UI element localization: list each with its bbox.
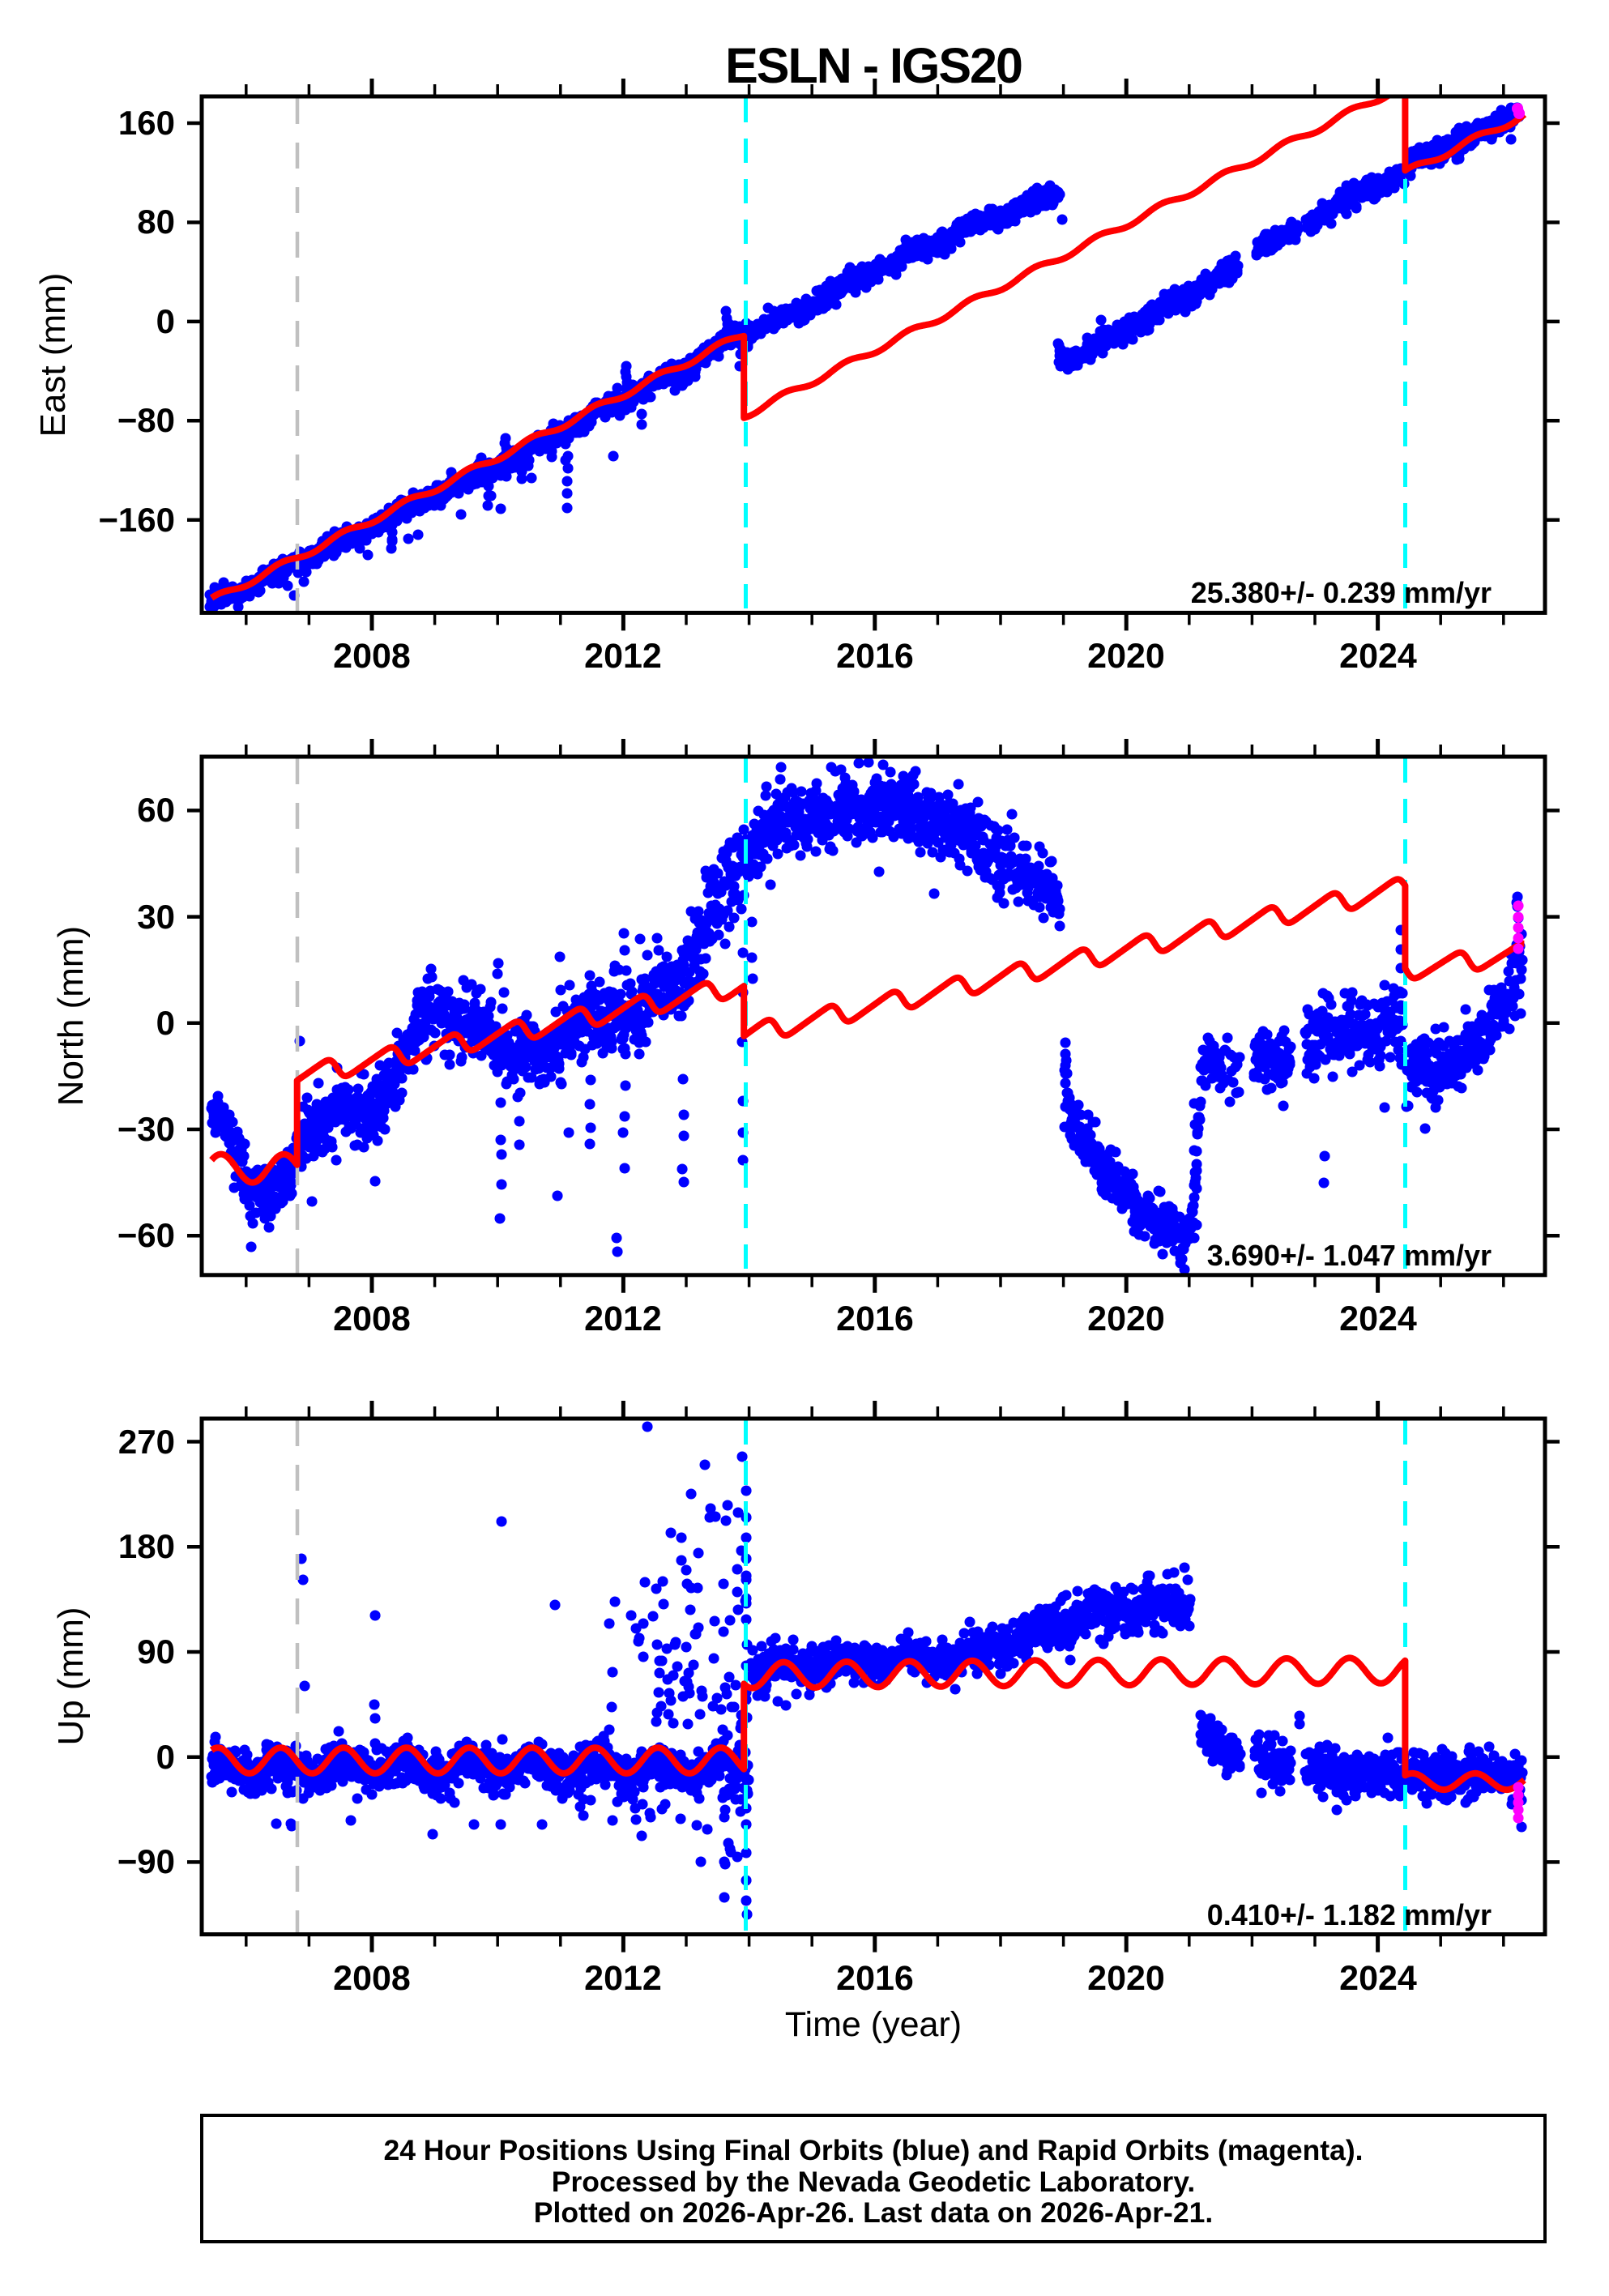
svg-text:2016: 2016 — [836, 1959, 914, 1998]
svg-text:0: 0 — [156, 302, 175, 340]
svg-text:3.690+/- 1.047 mm/yr: 3.690+/- 1.047 mm/yr — [1207, 1239, 1492, 1272]
svg-text:−160: −160 — [98, 501, 175, 539]
svg-text:East (mm): East (mm) — [33, 273, 73, 437]
svg-text:2020: 2020 — [1087, 1959, 1165, 1998]
svg-text:Time (year): Time (year) — [785, 2005, 962, 2044]
svg-text:Plotted on 2026-Apr-26. Last d: Plotted on 2026-Apr-26. Last data on 202… — [534, 2196, 1213, 2229]
svg-text:2024: 2024 — [1339, 637, 1417, 676]
svg-text:−60: −60 — [117, 1216, 175, 1254]
svg-text:2012: 2012 — [584, 637, 662, 676]
svg-text:24 Hour Positions Using Final: 24 Hour Positions Using Final Orbits (bl… — [383, 2134, 1363, 2166]
svg-text:0: 0 — [156, 1738, 175, 1776]
svg-text:270: 270 — [118, 1423, 175, 1461]
svg-text:0: 0 — [156, 1004, 175, 1042]
svg-text:2008: 2008 — [333, 1959, 411, 1998]
svg-text:2012: 2012 — [584, 1300, 662, 1338]
svg-text:−90: −90 — [117, 1842, 175, 1880]
svg-text:60: 60 — [137, 791, 175, 829]
svg-text:2012: 2012 — [584, 1959, 662, 1998]
svg-text:0.410+/- 1.182 mm/yr: 0.410+/- 1.182 mm/yr — [1207, 1898, 1492, 1931]
svg-text:2024: 2024 — [1339, 1959, 1417, 1998]
svg-text:30: 30 — [137, 898, 175, 936]
svg-text:160: 160 — [118, 104, 175, 142]
svg-text:2020: 2020 — [1087, 637, 1165, 676]
svg-text:2020: 2020 — [1087, 1300, 1165, 1338]
svg-text:25.380+/- 0.239 mm/yr: 25.380+/- 0.239 mm/yr — [1191, 576, 1492, 609]
svg-text:−30: −30 — [117, 1110, 175, 1148]
svg-text:2008: 2008 — [333, 1300, 411, 1338]
svg-text:90: 90 — [137, 1632, 175, 1671]
svg-text:180: 180 — [118, 1527, 175, 1565]
svg-text:Up (mm): Up (mm) — [51, 1607, 91, 1745]
svg-text:Processed by the Nevada Geodet: Processed by the Nevada Geodetic Laborat… — [552, 2166, 1195, 2198]
svg-text:−80: −80 — [117, 401, 175, 439]
svg-text:2024: 2024 — [1339, 1300, 1417, 1338]
svg-text:2008: 2008 — [333, 637, 411, 676]
svg-text:2016: 2016 — [836, 637, 914, 676]
svg-text:North (mm): North (mm) — [51, 926, 91, 1106]
svg-text:80: 80 — [137, 203, 175, 241]
svg-text:2016: 2016 — [836, 1300, 914, 1338]
